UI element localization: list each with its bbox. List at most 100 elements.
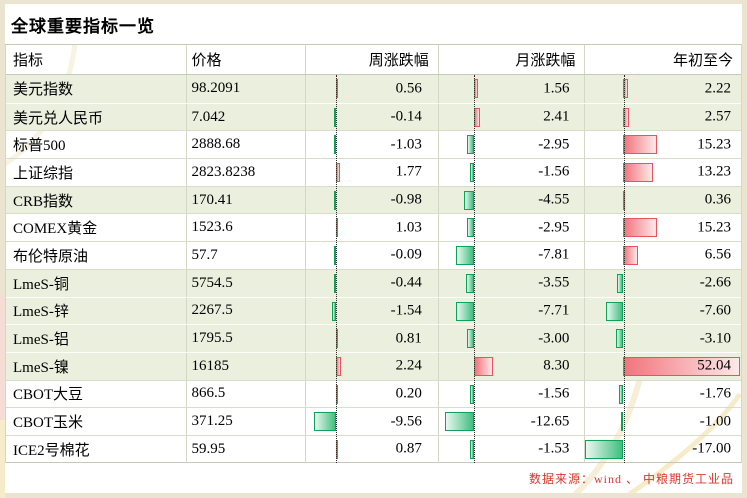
down-data-bar xyxy=(606,301,624,321)
ytd-change-cell[interactable]: -7.60 xyxy=(584,297,741,325)
monthly-change-value: -1.53 xyxy=(538,440,570,457)
ytd-change-cell[interactable]: 6.56 xyxy=(584,242,741,269)
weekly-change-cell[interactable]: 2.24 xyxy=(305,352,438,380)
table-row[interactable]: 标普500 2888.68 -1.03 -2.95 15.23 xyxy=(6,130,741,159)
table-row[interactable]: 美元指数 98.2091 0.56 1.56 2.22 xyxy=(6,75,741,103)
weekly-change-cell[interactable]: 1.03 xyxy=(305,214,438,242)
monthly-change-cell[interactable]: 1.56 xyxy=(437,75,585,103)
price-cell[interactable]: 59.95 xyxy=(185,435,306,463)
monthly-change-cell[interactable]: -2.95 xyxy=(437,214,585,242)
weekly-change-cell[interactable]: 1.77 xyxy=(305,159,438,186)
monthly-change-cell[interactable]: -1.56 xyxy=(437,380,585,408)
indicator-cell[interactable]: 标普500 xyxy=(6,131,186,158)
indicator-cell[interactable]: 上证综指 xyxy=(6,159,186,186)
price-cell[interactable]: 57.7 xyxy=(185,242,306,269)
price-cell[interactable]: 371.25 xyxy=(185,408,306,435)
weekly-change-cell[interactable]: 0.20 xyxy=(305,380,438,408)
weekly-change-cell[interactable]: -0.44 xyxy=(305,269,438,297)
table-row[interactable]: LmeS-镍 16185 2.24 8.30 52.04 xyxy=(6,351,741,380)
table-row[interactable]: 布伦特原油 57.7 -0.09 -7.81 6.56 xyxy=(6,241,741,269)
indicator-cell[interactable]: ICE2号棉花 xyxy=(6,436,186,463)
down-data-bar xyxy=(466,218,474,238)
monthly-change-cell[interactable]: -7.81 xyxy=(437,242,585,269)
price-cell[interactable]: 5754.5 xyxy=(185,269,306,297)
price-cell[interactable]: 7.042 xyxy=(185,103,306,131)
indicator-cell[interactable]: 美元兑人民币 xyxy=(6,104,186,131)
indicator-cell[interactable]: LmeS-锌 xyxy=(6,298,186,325)
monthly-change-cell[interactable]: 2.41 xyxy=(437,103,585,131)
monthly-change-cell[interactable]: -4.55 xyxy=(437,186,585,214)
ytd-change-cell[interactable]: -1.76 xyxy=(584,380,741,408)
weekly-change-cell[interactable]: -0.98 xyxy=(305,186,438,214)
footer-bar: 数据来源：wind 、 中粮期货工业品 xyxy=(5,463,742,493)
ytd-change-cell[interactable]: 15.23 xyxy=(584,131,741,159)
weekly-change-cell[interactable]: 0.56 xyxy=(305,75,438,103)
ytd-change-cell[interactable]: -3.10 xyxy=(584,325,741,352)
indicator-cell[interactable]: CBOT大豆 xyxy=(6,381,186,408)
monthly-change-cell[interactable]: -12.65 xyxy=(437,408,585,435)
data-source-note: 数据来源：wind 、 中粮期货工业品 xyxy=(528,471,734,486)
indicator-name: 美元兑人民币 xyxy=(13,110,104,127)
ytd-change-cell[interactable]: 2.22 xyxy=(584,75,741,103)
price-cell[interactable]: 866.5 xyxy=(185,380,306,408)
price-cell[interactable]: 1523.6 xyxy=(185,214,306,242)
price-cell[interactable]: 16185 xyxy=(185,352,306,380)
weekly-change-cell[interactable]: 0.87 xyxy=(305,435,438,463)
ytd-change-cell[interactable]: -17.00 xyxy=(584,435,741,463)
monthly-change-cell[interactable]: 8.30 xyxy=(437,352,585,380)
price-cell[interactable]: 2888.68 xyxy=(185,131,306,159)
table-row[interactable]: COMEX黄金 1523.6 1.03 -2.95 15.23 xyxy=(6,213,741,242)
monthly-change-cell[interactable]: -2.95 xyxy=(437,131,585,159)
table-row[interactable]: LmeS-铜 5754.5 -0.44 -3.55 -2.66 xyxy=(6,268,741,297)
down-data-bar xyxy=(469,163,474,183)
indicator-cell[interactable]: CRB指数 xyxy=(6,187,186,214)
ytd-change-cell[interactable]: -1.00 xyxy=(584,408,741,435)
price-cell[interactable]: 2267.5 xyxy=(185,297,306,325)
weekly-change-cell[interactable]: -0.14 xyxy=(305,103,438,131)
monthly-change-cell[interactable]: -3.00 xyxy=(437,325,585,352)
ytd-change-cell[interactable]: 15.23 xyxy=(584,214,741,242)
monthly-change-cell[interactable]: -1.56 xyxy=(437,159,585,186)
weekly-change-cell[interactable]: -0.09 xyxy=(305,242,438,269)
indicator-name: 标普500 xyxy=(13,138,66,155)
indicator-cell[interactable]: LmeS-铜 xyxy=(6,270,186,297)
ytd-change-cell[interactable]: 13.23 xyxy=(584,159,741,186)
ytd-change-cell[interactable]: 52.04 xyxy=(584,352,741,380)
weekly-change-cell[interactable]: -1.54 xyxy=(305,297,438,325)
monthly-change-cell[interactable]: -3.55 xyxy=(437,269,585,297)
weekly-change-value: 2.24 xyxy=(395,357,422,374)
price-cell[interactable]: 1795.5 xyxy=(185,325,306,352)
price-cell[interactable]: 2823.8238 xyxy=(185,159,306,186)
indicator-cell[interactable]: COMEX黄金 xyxy=(6,214,186,241)
indicator-name: 上证综指 xyxy=(13,165,74,182)
weekly-change-cell[interactable]: -9.56 xyxy=(305,408,438,435)
price-cell[interactable]: 170.41 xyxy=(185,186,306,214)
indicator-cell[interactable]: 布伦特原油 xyxy=(6,242,186,269)
frame-watermark-pink xyxy=(0,295,5,420)
ytd-change-value: -17.00 xyxy=(692,440,731,457)
ytd-change-cell[interactable]: 2.57 xyxy=(584,103,741,131)
indicator-cell[interactable]: LmeS-镍 xyxy=(6,353,186,380)
monthly-zero-axis xyxy=(474,75,475,463)
sheet-panel: 全球重要指标一览 指标 价格 周涨跌幅 月涨跌幅 年初至今 美元指数 98.209… xyxy=(5,4,742,493)
weekly-change-value: -1.54 xyxy=(390,302,422,319)
monthly-change-cell[interactable]: -7.71 xyxy=(437,297,585,325)
table-row[interactable]: ICE2号棉花 59.95 0.87 -1.53 -17.00 xyxy=(6,434,741,463)
price-cell[interactable]: 98.2091 xyxy=(185,75,306,103)
down-data-bar xyxy=(334,190,337,210)
monthly-change-cell[interactable]: -1.53 xyxy=(437,435,585,463)
indicator-cell[interactable]: LmeS-铝 xyxy=(6,325,186,352)
weekly-change-cell[interactable]: 0.81 xyxy=(305,325,438,352)
weekly-change-cell[interactable]: -1.03 xyxy=(305,131,438,159)
table-row[interactable]: CBOT玉米 371.25 -9.56 -12.65 -1.00 xyxy=(6,407,741,435)
table-row[interactable]: CRB指数 170.41 -0.98 -4.55 0.36 xyxy=(6,185,741,214)
table-row[interactable]: CBOT大豆 866.5 0.20 -1.56 -1.76 xyxy=(6,379,741,408)
table-row[interactable]: 上证综指 2823.8238 1.77 -1.56 13.23 xyxy=(6,158,741,186)
indicator-cell[interactable]: 美元指数 xyxy=(6,75,186,103)
table-row[interactable]: LmeS-铝 1795.5 0.81 -3.00 -3.10 xyxy=(6,324,741,352)
table-row[interactable]: LmeS-锌 2267.5 -1.54 -7.71 -7.60 xyxy=(6,296,741,325)
ytd-change-cell[interactable]: 0.36 xyxy=(584,186,741,214)
ytd-change-cell[interactable]: -2.66 xyxy=(584,269,741,297)
table-row[interactable]: 美元兑人民币 7.042 -0.14 2.41 2.57 xyxy=(6,102,741,131)
indicator-cell[interactable]: CBOT玉米 xyxy=(6,408,186,435)
